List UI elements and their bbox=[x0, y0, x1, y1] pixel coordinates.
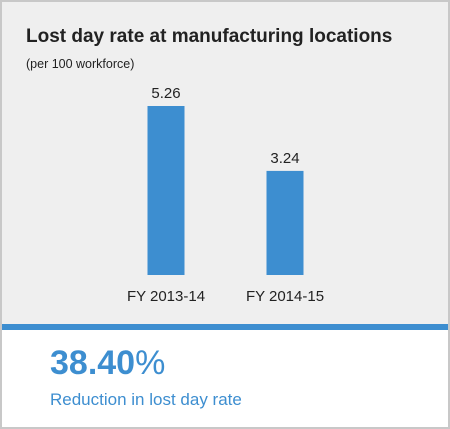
reduction-label: Reduction in lost day rate bbox=[50, 390, 242, 409]
reduction-unit: % bbox=[135, 344, 166, 382]
chart-subtitle: (per 100 workforce) bbox=[26, 57, 135, 71]
bar-2 bbox=[266, 170, 304, 275]
section-divider bbox=[2, 324, 448, 330]
category-label-1: FY 2013-14 bbox=[127, 288, 205, 305]
reduction-value: 38.40% bbox=[50, 344, 165, 383]
value-label-2: 3.24 bbox=[270, 150, 299, 167]
bar-1 bbox=[147, 106, 185, 275]
category-label-2: FY 2014-15 bbox=[246, 288, 324, 305]
bar-chart: 5.26 FY 2013-14 3.24 FY 2014-15 bbox=[127, 85, 324, 305]
chart-title: Lost day rate at manufacturing locations bbox=[26, 26, 393, 47]
summary-panel: 38.40% Reduction in lost day rate bbox=[2, 330, 448, 427]
reduction-number: 38.40 bbox=[50, 344, 136, 382]
value-label-1: 5.26 bbox=[151, 85, 180, 102]
